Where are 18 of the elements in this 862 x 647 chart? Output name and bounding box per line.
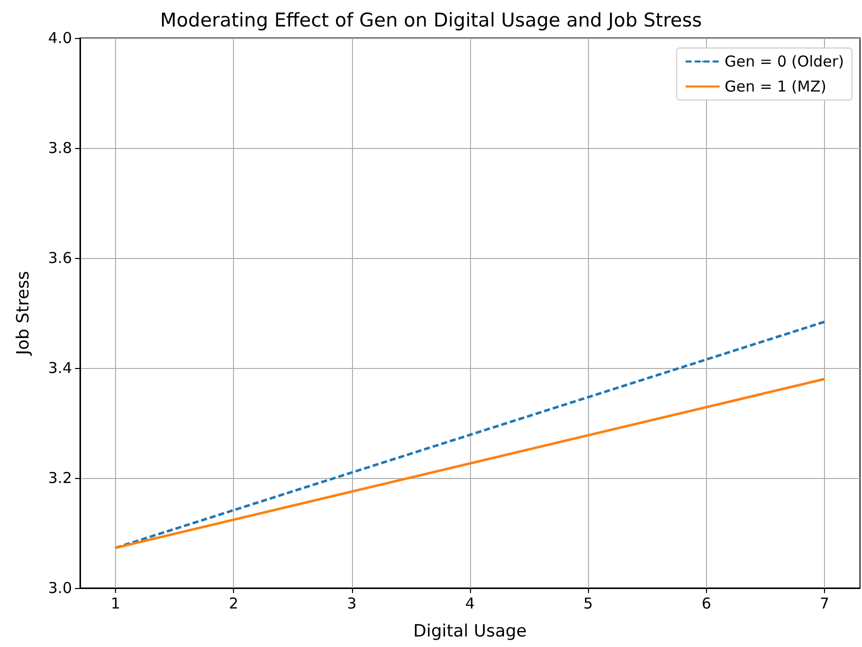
y-tick-label: 3.2 — [48, 469, 72, 487]
legend-label: Gen = 1 (MZ) — [724, 78, 826, 96]
y-tick-label: 3.6 — [48, 249, 72, 267]
x-tick-label: 3 — [347, 594, 357, 612]
x-tick-label: 1 — [110, 594, 120, 612]
x-tick-label: 2 — [228, 594, 238, 612]
y-tick-label: 3.8 — [48, 139, 72, 157]
x-tick-label: 5 — [583, 594, 593, 612]
chart-title: Moderating Effect of Gen on Digital Usage and Job Stress — [160, 10, 702, 32]
x-tick-label: 4 — [465, 594, 475, 612]
x-tick-label: 7 — [820, 594, 830, 612]
y-tick-label: 4.0 — [48, 29, 72, 47]
y-tick-label: 3.4 — [48, 359, 72, 377]
y-axis-title: Job Stress — [14, 270, 34, 356]
x-axis-title: Digital Usage — [413, 622, 527, 642]
legend-label: Gen = 0 (Older) — [724, 52, 844, 70]
x-tick-label: 6 — [702, 594, 712, 612]
y-tick-label: 3.0 — [48, 579, 72, 597]
